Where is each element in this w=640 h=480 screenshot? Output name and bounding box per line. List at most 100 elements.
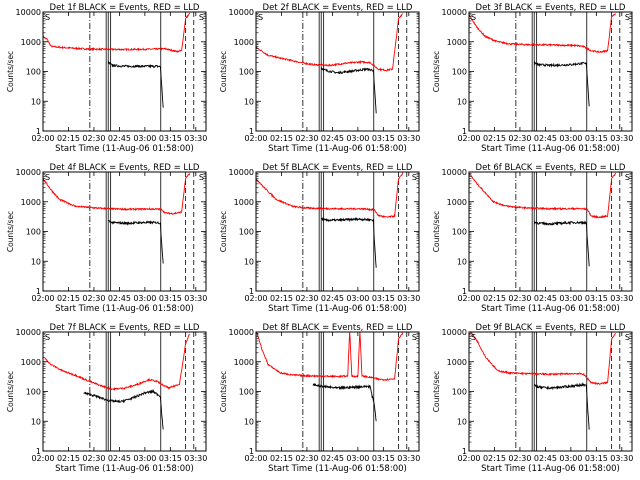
series-lld <box>256 172 404 219</box>
x-tick-label: 03:30 <box>610 454 633 463</box>
y-tick-label: 1000 <box>21 38 41 47</box>
y-axis-label: Counts/sec <box>6 211 15 252</box>
series-lld <box>43 12 191 54</box>
plot-frame <box>255 331 420 452</box>
x-tick-label: 03:15 <box>372 134 395 143</box>
y-tick-label: 10 <box>457 97 467 106</box>
x-axis-label: Start Time (11-Aug-06 01:58:00) <box>55 144 194 154</box>
series-lld <box>469 172 617 219</box>
plot-frame <box>468 11 633 132</box>
x-tick-label: 02:00 <box>31 134 54 143</box>
panel-title: Det 6f BLACK = Events, RED = LLD <box>476 163 626 173</box>
corner-label-right: S <box>412 173 417 182</box>
y-tick-label: 1 <box>462 127 467 136</box>
y-tick-label: 10000 <box>229 168 254 177</box>
y-tick-label: 1000 <box>234 38 254 47</box>
x-tick-label: 03:15 <box>372 294 395 303</box>
x-tick-label: 03:00 <box>133 294 156 303</box>
plot-area <box>469 12 621 131</box>
y-tick-label: 100 <box>26 388 41 397</box>
x-tick-label: 03:15 <box>372 454 395 463</box>
corner-label-left: S <box>45 333 50 342</box>
x-tick-label: 03:30 <box>610 294 633 303</box>
plot-frame <box>468 331 633 452</box>
x-tick-label: 03:30 <box>184 454 207 463</box>
x-tick-label: 02:15 <box>483 134 506 143</box>
x-tick-label: 02:15 <box>483 294 506 303</box>
x-tick-label: 02:30 <box>82 294 105 303</box>
corner-label-left: S <box>471 333 476 342</box>
y-tick-label: 100 <box>239 388 254 397</box>
panel-title: Det 8f BLACK = Events, RED = LLD <box>263 323 413 333</box>
x-tick-label: 02:45 <box>321 454 344 463</box>
y-tick-label: 10 <box>244 97 254 106</box>
y-tick-label: 1 <box>249 287 254 296</box>
y-tick-label: 1 <box>462 447 467 456</box>
y-axis-label: Counts/sec <box>219 371 228 412</box>
x-tick-label: 02:45 <box>108 454 131 463</box>
x-tick-label: 02:45 <box>321 294 344 303</box>
x-tick-label: 03:30 <box>397 454 420 463</box>
panel-title: Det 4f BLACK = Events, RED = LLD <box>50 163 200 173</box>
plot-frame <box>42 171 207 292</box>
y-tick-label: 1000 <box>234 358 254 367</box>
y-tick-label: 1000 <box>447 38 467 47</box>
y-tick-label: 10000 <box>442 328 467 337</box>
plot-area <box>256 12 408 131</box>
y-tick-label: 100 <box>239 228 254 237</box>
corner-label-right: S <box>199 13 204 22</box>
corner-label-left: S <box>45 173 50 182</box>
corner-label-left: S <box>45 13 50 22</box>
x-tick-label: 02:15 <box>57 134 80 143</box>
x-axis-label: Start Time (11-Aug-06 01:58:00) <box>481 464 620 474</box>
x-tick-label: 03:15 <box>585 454 608 463</box>
series-events <box>320 67 377 114</box>
x-tick-label: 03:00 <box>133 134 156 143</box>
y-tick-label: 10 <box>31 257 41 266</box>
series-events <box>107 60 164 108</box>
plot-area <box>469 332 621 451</box>
y-tick-label: 10 <box>457 257 467 266</box>
plot-area <box>256 332 408 451</box>
x-tick-label: 02:00 <box>244 454 267 463</box>
y-tick-label: 10 <box>457 417 467 426</box>
x-tick-label: 02:30 <box>82 134 105 143</box>
y-axis-label: Counts/sec <box>432 211 441 252</box>
x-axis-label: Start Time (11-Aug-06 01:58:00) <box>268 464 407 474</box>
corner-label-left: S <box>258 13 263 22</box>
y-tick-label: 1 <box>249 447 254 456</box>
x-tick-label: 02:30 <box>82 454 105 463</box>
x-tick-label: 03:15 <box>159 134 182 143</box>
x-tick-label: 03:15 <box>585 294 608 303</box>
y-tick-label: 10 <box>31 97 41 106</box>
x-tick-label: 02:45 <box>534 134 557 143</box>
x-tick-label: 03:30 <box>184 294 207 303</box>
x-tick-label: 02:15 <box>270 454 293 463</box>
x-tick-label: 03:15 <box>159 294 182 303</box>
x-tick-label: 02:00 <box>31 294 54 303</box>
x-tick-label: 03:00 <box>346 454 369 463</box>
x-tick-label: 02:30 <box>295 454 318 463</box>
y-tick-label: 1000 <box>447 358 467 367</box>
x-tick-label: 02:30 <box>508 134 531 143</box>
y-tick-label: 10000 <box>442 8 467 17</box>
corner-label-right: S <box>625 173 630 182</box>
x-tick-label: 03:30 <box>397 134 420 143</box>
y-tick-label: 10000 <box>16 328 41 337</box>
x-tick-label: 03:00 <box>133 454 156 463</box>
x-tick-label: 03:30 <box>610 134 633 143</box>
x-axis-label: Start Time (11-Aug-06 01:58:00) <box>55 464 194 474</box>
x-tick-label: 02:45 <box>321 134 344 143</box>
x-tick-label: 02:45 <box>534 294 557 303</box>
series-lld <box>43 333 190 392</box>
y-axis-label: Counts/sec <box>432 51 441 92</box>
corner-label-right: S <box>625 13 630 22</box>
y-tick-label: 10 <box>31 417 41 426</box>
series-lld <box>43 173 191 215</box>
x-axis-label: Start Time (11-Aug-06 01:58:00) <box>55 304 194 314</box>
x-tick-label: 03:00 <box>559 134 582 143</box>
x-tick-label: 03:00 <box>346 294 369 303</box>
x-tick-label: 02:00 <box>244 294 267 303</box>
